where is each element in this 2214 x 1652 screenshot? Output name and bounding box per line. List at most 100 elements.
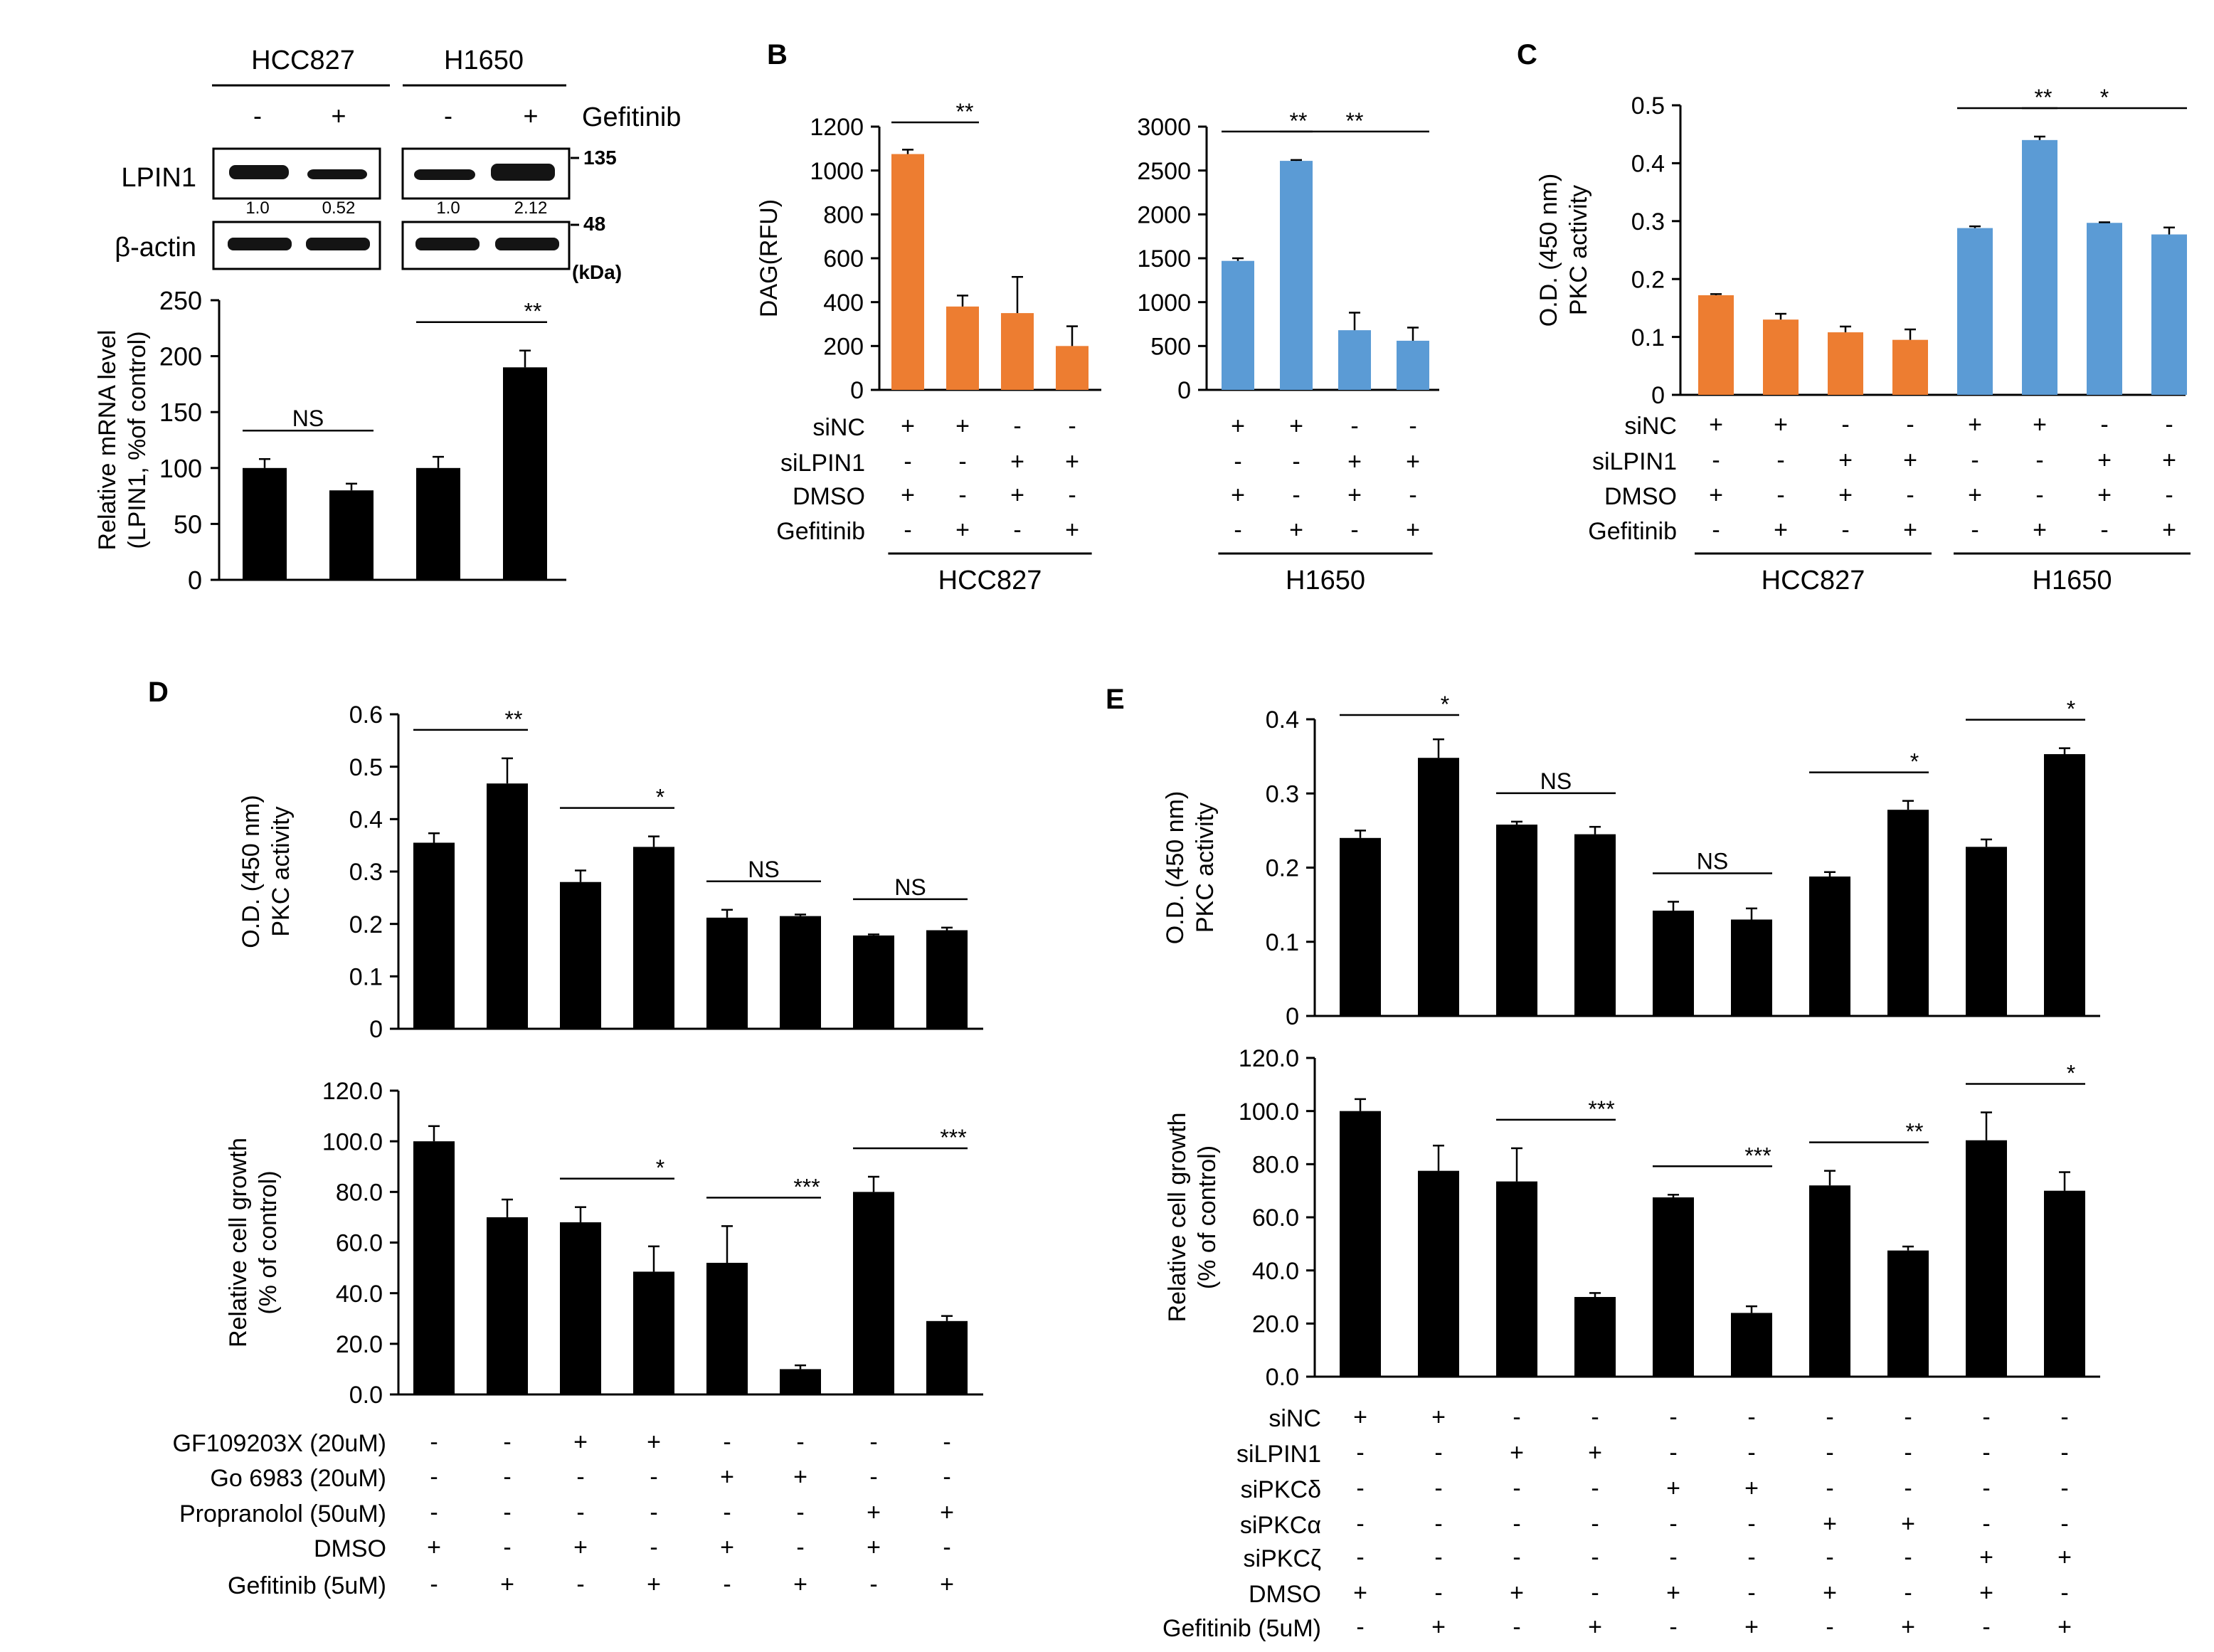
- C-condition-sign: +: [1838, 482, 1853, 509]
- E_bottom-bar: [1809, 1185, 1850, 1377]
- C-y-axis-label: O.D. (450 nm): [1535, 174, 1562, 327]
- B_right-bar: [1397, 340, 1429, 390]
- E_bottom-condition-sign: -: [1747, 1404, 1755, 1431]
- blot-quantification-value: 2.12: [514, 198, 548, 218]
- E_bottom-condition-sign: -: [1747, 1510, 1755, 1537]
- E_bottom-condition-sign: -: [1826, 1404, 1833, 1431]
- C-condition-sign: +: [1968, 482, 1982, 509]
- D_bottom-condition-sign: -: [723, 1571, 731, 1598]
- D_bottom-bar: [853, 1192, 894, 1394]
- D_bottom-significance-label: ***: [940, 1125, 966, 1150]
- E_bottom-condition-sign: -: [2060, 1475, 2068, 1502]
- C-significance-label: **: [2035, 85, 2053, 110]
- B_left-condition-sign: -: [958, 482, 966, 509]
- C-condition-sign: -: [2100, 517, 2108, 544]
- C-bar: [1763, 319, 1799, 395]
- A_bar-y-tick-label: 0: [188, 566, 202, 595]
- D_bottom-bar: [706, 1262, 748, 1394]
- blot-treatment-sign: +: [331, 101, 346, 130]
- E_bottom-significance-label: *: [2067, 1061, 2075, 1086]
- D_top-y-tick-label: 0.2: [349, 911, 383, 938]
- B_left-y-tick-label: 0: [850, 377, 864, 404]
- C-condition-sign: +: [1903, 517, 1917, 544]
- D_top-y-tick-label: 0.1: [349, 964, 383, 991]
- B_left-condition-sign: -: [904, 448, 911, 475]
- C-condition-sign: -: [1841, 411, 1849, 438]
- B_right-bar: [1280, 161, 1313, 390]
- D_bottom-condition-sign: -: [796, 1534, 804, 1561]
- E_bottom-y-tick-label: 40.0: [1252, 1258, 1299, 1285]
- D_bottom-condition-sign: +: [793, 1463, 807, 1490]
- C-condition-label: Gefitinib: [1588, 518, 1677, 545]
- D_bottom-condition-label: Gefitinib (5uM): [228, 1572, 386, 1599]
- blot-treatment-sign: +: [523, 101, 538, 130]
- D_top-significance-label: NS: [748, 857, 779, 882]
- B_right-condition-sign: +: [1406, 517, 1420, 544]
- E_bottom-bar: [1496, 1181, 1537, 1377]
- E_bottom-condition-sign: -: [1904, 1404, 1912, 1431]
- B_left-condition-sign: -: [958, 448, 966, 475]
- D_top-y-tick-label: 0.5: [349, 754, 383, 781]
- E_bottom-condition-sign: -: [1513, 1404, 1520, 1431]
- C-group-label: H1650: [2033, 566, 2112, 595]
- B_left-condition-sign: +: [955, 517, 970, 544]
- blot-marker-label: 48: [583, 213, 605, 235]
- D_bottom-y-tick-label: 60.0: [336, 1230, 383, 1257]
- B_left-group-label: HCC827: [938, 566, 1042, 595]
- E_top-y-axis-label: PKC activity: [1192, 803, 1219, 933]
- B_left-condition-sign: -: [1068, 413, 1076, 440]
- C-condition-label: DMSO: [1604, 483, 1677, 510]
- E_bottom-y-tick-label: 100.0: [1239, 1098, 1299, 1126]
- E_bottom-condition-sign: +: [1353, 1404, 1367, 1431]
- E_bottom-condition-sign: +: [1588, 1439, 1602, 1466]
- B_right-significance-label: **: [1346, 108, 1364, 134]
- A_bar-y-tick-label: 100: [159, 454, 202, 483]
- A_bar-y-tick-label: 50: [174, 509, 202, 539]
- blot-unit-label: (kDa): [572, 261, 622, 283]
- D_top-y-axis-label: PKC activity: [268, 806, 295, 936]
- blot-protein-label: LPIN1: [121, 163, 196, 193]
- D_bottom-condition-sign: -: [723, 1499, 731, 1526]
- E_bottom-bar: [2044, 1190, 2085, 1377]
- A_bar-bar: [503, 367, 547, 580]
- blot-actin-band: [495, 238, 559, 250]
- E_bottom-condition-sign: -: [1904, 1544, 1912, 1571]
- D_top-y-tick-label: 0: [369, 1016, 383, 1043]
- B_left-condition-sign: -: [1013, 517, 1021, 544]
- E_bottom-condition-sign: -: [1434, 1510, 1442, 1537]
- B_left-y-tick-label: 200: [823, 334, 864, 361]
- D_bottom-y-axis-label: Relative cell growth: [225, 1138, 252, 1347]
- B_right-condition-sign: +: [1347, 482, 1362, 509]
- B_left-condition-sign: +: [901, 413, 915, 440]
- panel-label-B: B: [767, 39, 788, 70]
- E_bottom-condition-sign: -: [2060, 1439, 2068, 1466]
- panel-label-E: E: [1106, 684, 1125, 715]
- E_bottom-condition-sign: -: [1747, 1579, 1755, 1606]
- B_left-y-tick-label: 1200: [810, 114, 864, 141]
- E_top-bar: [1887, 810, 1929, 1016]
- E_bottom-condition-sign: +: [2057, 1614, 2072, 1641]
- E_top-y-tick-label: 0.3: [1266, 780, 1299, 808]
- E_bottom-condition-label: siNC: [1268, 1405, 1321, 1432]
- A_bar-y-tick-label: 150: [159, 398, 202, 427]
- E_bottom-condition-sign: -: [1513, 1475, 1520, 1502]
- C-condition-sign: -: [1776, 482, 1784, 509]
- D_top-bar: [926, 930, 968, 1029]
- D_top-bar: [706, 917, 748, 1029]
- B_right-y-tick-label: 500: [1150, 334, 1191, 361]
- D_bottom-condition-sign: -: [430, 1499, 438, 1526]
- C-condition-sign: +: [2162, 517, 2176, 544]
- B_left-condition-sign: +: [1010, 448, 1024, 475]
- C-condition-sign: +: [1968, 411, 1982, 438]
- B_left-y-tick-label: 800: [823, 202, 864, 229]
- E_bottom-condition-sign: -: [1434, 1439, 1442, 1466]
- B_left-condition-label: siNC: [812, 414, 865, 441]
- B_right-condition-sign: -: [1234, 517, 1241, 544]
- D_bottom-condition-sign: +: [793, 1571, 807, 1598]
- B_left-condition-sign: +: [1010, 482, 1024, 509]
- C-y-tick-label: 0.1: [1631, 324, 1665, 351]
- D_bottom-bar: [413, 1141, 455, 1394]
- E_top-y-tick-label: 0.4: [1266, 706, 1299, 734]
- blot-marker-label: 135: [583, 147, 617, 169]
